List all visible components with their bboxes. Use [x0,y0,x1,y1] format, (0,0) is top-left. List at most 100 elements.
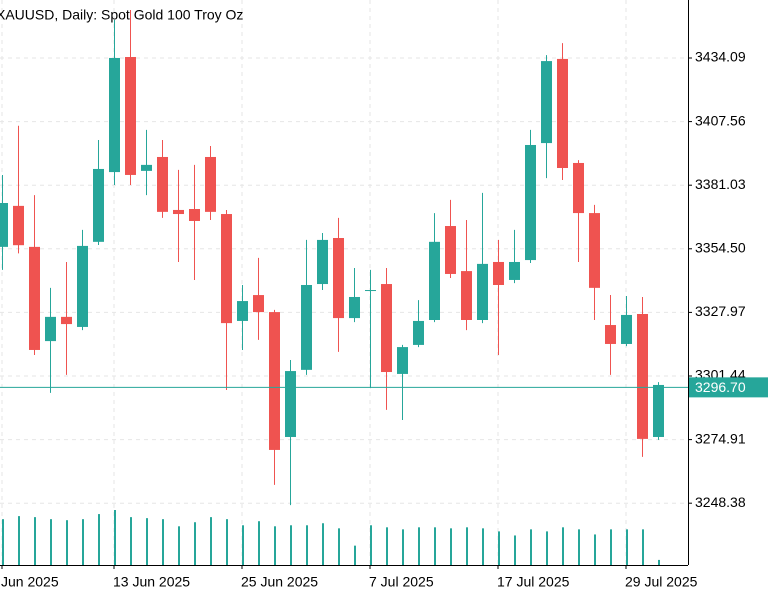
x-tick-label: 25 Jun 2025 [241,574,318,590]
candle-body [589,213,600,288]
candle-body [525,144,536,261]
y-tick-label: 3354.50 [695,239,746,255]
y-tick-label: 3407.56 [695,112,746,128]
volume-bar [178,526,180,565]
volume-bar [322,523,324,565]
candle-body [397,347,408,374]
candle-body [493,261,504,285]
candle-body [413,320,424,345]
volume-bar [18,516,20,565]
volume-bar [2,519,4,565]
volume-bar [194,522,196,565]
mark-layer [0,10,688,565]
volume-bar [546,531,548,565]
candle-body [621,314,632,344]
volume-bar [210,517,212,565]
volume-bar [610,529,612,565]
volume-bar [242,525,244,565]
volume-bar [562,527,564,565]
candle-body [637,314,648,439]
candle-body [349,296,360,319]
volume-bar [434,527,436,565]
candle-body [301,284,312,370]
y-tick-label: 3327.97 [695,303,746,319]
candle-body [557,58,568,169]
candle-body [61,316,72,325]
volume-bar [594,534,596,565]
candle-body [173,209,184,215]
candle-body [253,295,264,313]
volume-bar [66,520,68,565]
volume-bar [162,519,164,565]
volume-bar [402,529,404,565]
candle-body [333,238,344,319]
volume-bar [274,526,276,565]
volume-bar [642,529,644,565]
y-tick-label: 3434.09 [695,49,746,65]
candle-body [285,371,296,437]
volume-bar [226,519,228,565]
volume-bar [354,545,356,565]
candle-body [29,246,40,350]
candle-body [157,156,168,212]
candle-body [269,312,280,450]
volume-bar [146,518,148,565]
x-tick-label: 29 Jul 2025 [625,574,698,590]
candle-body [653,384,664,437]
x-tick-label: 7 Jul 2025 [369,574,434,590]
candle-body [541,61,552,144]
x-tick-label: 17 Jul 2025 [497,574,570,590]
candle-body [237,301,248,321]
candle-body [509,261,520,280]
y-tick-label: 3248.38 [695,494,746,510]
volume-bar [418,527,420,565]
candle-body [125,57,136,175]
candle-body [461,271,472,320]
y-tick-label: 3381.03 [695,176,746,192]
volume-bar [626,529,628,565]
volume-bar [530,529,532,565]
candle-body [381,284,392,373]
candle-body [45,316,56,342]
volume-bar [98,514,100,565]
candle-body [205,156,216,212]
last-price-box [689,377,768,398]
volume-bar [258,521,260,565]
candle-body [221,214,232,324]
volume-bar [578,529,580,565]
candle-body [93,168,104,242]
volume-bar [386,527,388,565]
chart-title: XAUUSD, Daily: Spot Gold 100 Troy Oz [0,7,243,23]
candle-body [429,241,440,320]
candle-body [365,290,376,292]
volume-bar [50,519,52,565]
last-price-label: 3296.70 [695,379,746,395]
label-layer: 3248.383274.913301.443327.973354.503381.… [1,49,768,590]
candle-body [77,245,88,327]
x-tick-label: Jun 2025 [1,574,59,590]
candle-body [109,57,120,173]
candle-body [0,203,8,247]
y-tick-label: 3274.91 [695,430,746,446]
volume-bar [290,525,292,565]
volume-bar [498,531,500,565]
volume-bar [338,528,340,565]
candle-body [317,239,328,285]
volume-bar [34,517,36,565]
volume-bar [450,528,452,565]
volume-bar [82,519,84,565]
candle-body [445,226,456,274]
volume-bar [370,525,372,565]
volume-bar [466,527,468,565]
candle-body [141,164,152,171]
volume-bar [514,535,516,565]
candle-body [189,208,200,221]
x-tick-label: 13 Jun 2025 [113,574,190,590]
candle-body [13,205,24,246]
volume-bar [306,525,308,565]
volume-bar [114,510,116,565]
volume-bar [658,559,660,565]
volume-bar [482,528,484,565]
candle-body [605,325,616,344]
